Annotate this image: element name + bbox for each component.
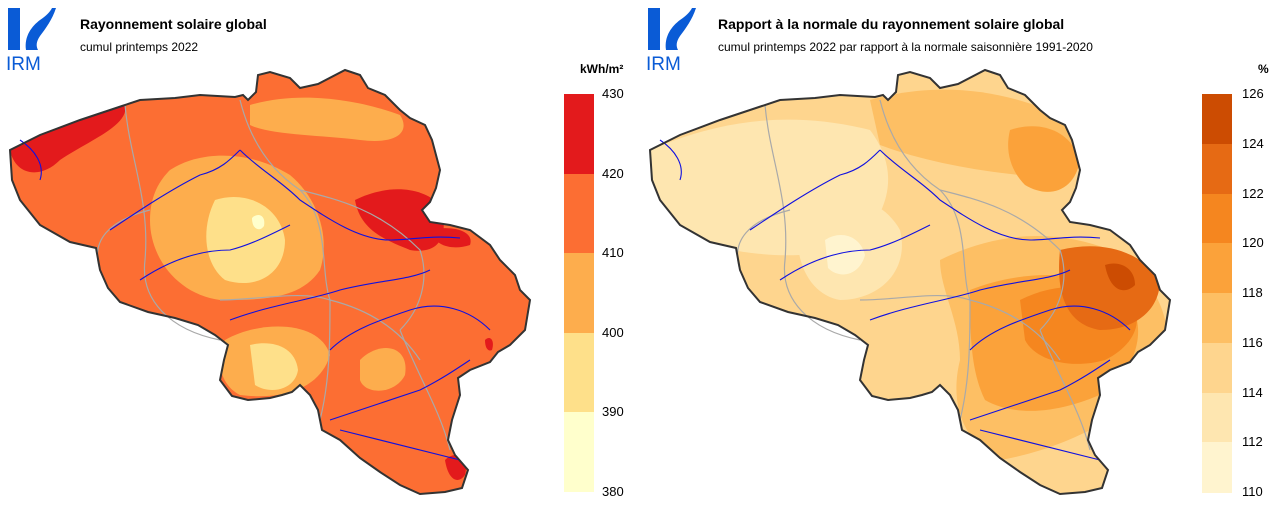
legend-unit: % — [1258, 62, 1269, 76]
irm-logo-mark — [648, 8, 696, 50]
zone-390-380 — [252, 214, 265, 230]
zone-112-110 — [825, 235, 865, 275]
zone-400-390-center — [206, 196, 285, 284]
legend-swatch — [1202, 342, 1232, 393]
map-subtitle: cumul printemps 2022 par rapport à la no… — [718, 40, 1093, 54]
irm-logo-text: IRM — [6, 54, 41, 72]
legend-swatch — [1202, 193, 1232, 244]
province-borders — [96, 99, 451, 451]
belgium-map — [648, 68, 1172, 496]
rivers — [659, 139, 1131, 461]
legend-tick-label: 400 — [602, 324, 624, 340]
irm-logo-text: IRM — [646, 54, 681, 72]
zone-126-124 — [1105, 263, 1135, 291]
legend-swatch — [564, 173, 594, 254]
zone-430-420-east — [355, 189, 444, 251]
legend-tick-label: 126 — [1242, 86, 1264, 101]
legend-swatch — [1202, 143, 1232, 194]
legend-tick-label: 420 — [602, 165, 624, 181]
legend-swatch — [1202, 293, 1232, 344]
zone-400-390-south — [250, 343, 298, 390]
legend-swatch — [1202, 94, 1232, 145]
zone-410-400-east — [360, 348, 406, 391]
irm-logo: IRM — [646, 8, 696, 72]
zone-430-420-northwest — [10, 105, 126, 173]
irm-logo: IRM — [6, 8, 56, 72]
legend-tick-label: 112 — [1242, 434, 1263, 450]
legend-tick-label: 110 — [1242, 484, 1263, 499]
map-title: Rayonnement solaire global — [80, 16, 267, 32]
legend-swatch — [564, 332, 594, 413]
zone-430-420-small — [485, 338, 493, 351]
legend-tick-label: 380 — [602, 484, 624, 499]
zone-410-400-north — [250, 97, 404, 141]
legend-tick-label: 120 — [1242, 235, 1264, 251]
country-border — [648, 68, 1172, 496]
legend-tick-label: 390 — [602, 404, 624, 420]
zone-120-118-north — [1008, 126, 1080, 192]
color-legend: 430 420 410 400 390 380 — [564, 87, 624, 499]
legend-tick-label: 122 — [1242, 185, 1264, 201]
legend-swatch — [1202, 392, 1232, 443]
belgium-map — [8, 68, 532, 496]
legend-tick-label: 114 — [1242, 384, 1263, 400]
legend-tick-label: 124 — [1242, 135, 1264, 151]
legend-tick-label: 410 — [602, 245, 624, 261]
map-panel-ratio-normal: IRM Rapport à la normale du rayonnement … — [640, 0, 1280, 507]
zone-124-122 — [1059, 246, 1160, 330]
legend-tick-label: 116 — [1242, 334, 1263, 350]
contour-zones — [10, 97, 493, 480]
legend-tick-label: 430 — [602, 86, 624, 101]
legend-unit: kWh/m² — [580, 62, 624, 76]
legend-swatch — [1202, 442, 1232, 493]
contour-zones — [650, 89, 1168, 460]
color-legend: 126 124 122 120 118 116 114 112 110 — [1202, 87, 1264, 499]
legend-tick-label: 118 — [1242, 285, 1263, 300]
irm-logo-mark — [8, 8, 56, 50]
legend-swatch — [564, 94, 594, 175]
map-panel-solar-radiation: IRM Rayonnement solaire global cumul pri… — [6, 8, 624, 499]
legend-swatch — [1202, 243, 1232, 294]
map-subtitle: cumul printemps 2022 — [80, 40, 199, 54]
map-title: Rapport à la normale du rayonnement sola… — [718, 16, 1065, 32]
country-border — [8, 68, 532, 496]
legend-swatch — [564, 412, 594, 493]
legend-swatch — [564, 253, 594, 334]
province-borders — [736, 99, 1091, 451]
